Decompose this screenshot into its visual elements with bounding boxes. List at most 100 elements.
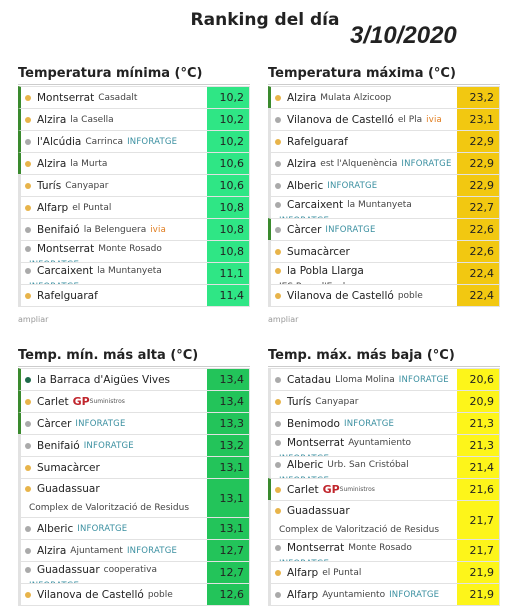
station-name: Montserrat bbox=[37, 243, 95, 255]
more-link[interactable]: ampliar bbox=[268, 315, 299, 324]
station-location: est l'Alquenència bbox=[320, 158, 398, 169]
station-name: Càrcer bbox=[287, 223, 322, 236]
station: Rafelguaraf bbox=[271, 131, 457, 152]
more-link[interactable]: ampliar bbox=[18, 315, 49, 324]
station: l'Alcúdia Carrinca INFORATGE bbox=[21, 131, 207, 152]
dot bbox=[25, 160, 31, 167]
station-location: IES Pere d'Esplugues bbox=[279, 279, 373, 284]
sponsor: INFORATGE bbox=[389, 589, 440, 600]
station: Montserrat Casadalt bbox=[21, 87, 207, 108]
station-name: Rafelguaraf bbox=[37, 289, 98, 302]
value: 13,1 bbox=[207, 479, 249, 517]
dot bbox=[275, 268, 281, 274]
dot bbox=[275, 226, 281, 233]
station-name: Turís bbox=[287, 395, 312, 408]
station-name: Càrcer bbox=[37, 417, 72, 430]
value: 10,6 bbox=[207, 175, 249, 196]
value: 10,8 bbox=[207, 219, 249, 240]
value: 22,6 bbox=[457, 241, 499, 262]
station-name: Carlet bbox=[287, 483, 319, 496]
station-name: Alfarp bbox=[37, 201, 69, 214]
ranking-row: Turís Canyapar 10,6 bbox=[18, 174, 250, 197]
value: 22,9 bbox=[457, 175, 499, 196]
ranking-row: Benifaió la Belenguera ivia 10,8 bbox=[18, 218, 250, 241]
station-location: la Muntanyeta bbox=[97, 266, 162, 276]
dot bbox=[25, 204, 31, 211]
station-location: Ayuntamiento bbox=[348, 438, 412, 448]
value: 21,7 bbox=[457, 501, 499, 539]
station-name: Carcaixent bbox=[37, 265, 94, 277]
dot bbox=[275, 545, 281, 551]
station-location: la Murta bbox=[70, 158, 108, 169]
dot bbox=[275, 116, 281, 123]
station-name: Alberic bbox=[287, 179, 324, 192]
sponsor-sub: Suministros bbox=[339, 485, 375, 493]
value: 20,9 bbox=[457, 391, 499, 412]
dot bbox=[25, 547, 31, 554]
dot bbox=[275, 248, 281, 255]
sponsor: GP bbox=[72, 394, 90, 408]
value: 10,8 bbox=[207, 197, 249, 218]
value: 13,1 bbox=[207, 518, 249, 539]
ranking-row: Alfarp el Puntal 10,8 bbox=[18, 196, 250, 219]
panel-title: Temp. mín. más alta (°C) bbox=[18, 346, 250, 367]
ranking-row: Rafelguaraf 22,9 bbox=[268, 130, 500, 153]
panel-title: Temperatura máxima (°C) bbox=[268, 64, 500, 85]
sponsor: INFORATGE bbox=[127, 136, 178, 147]
station-name: Alfarp bbox=[287, 588, 319, 601]
dot bbox=[275, 420, 281, 427]
dot bbox=[25, 182, 31, 189]
dot bbox=[25, 116, 31, 123]
station-name: Vilanova de Castelló bbox=[287, 289, 394, 302]
station: Turís Canyapar bbox=[271, 391, 457, 412]
dot bbox=[25, 525, 31, 532]
sponsor: INFORATGE bbox=[83, 440, 134, 451]
dot bbox=[25, 292, 31, 299]
station-name: Carcaixent bbox=[287, 199, 344, 211]
value: 21,3 bbox=[457, 435, 499, 456]
dot bbox=[25, 567, 31, 573]
value: 21,4 bbox=[457, 457, 499, 478]
station-location: Carrinca bbox=[85, 136, 124, 147]
sponsor: ivia bbox=[150, 224, 166, 235]
dot bbox=[25, 420, 31, 427]
ranking-row: Turís Canyapar 20,9 bbox=[268, 390, 500, 413]
sponsor: INFORATGE bbox=[29, 279, 79, 284]
dot bbox=[25, 398, 31, 405]
station-location: la Belenguera bbox=[83, 224, 147, 235]
ranking-row: la Pobla Llarga IES Pere d'Esplugues 22,4 bbox=[268, 262, 500, 285]
station-name: Alfarp bbox=[287, 566, 319, 579]
station-name: Vilanova de Castelló bbox=[287, 113, 394, 126]
station-location: poble bbox=[397, 290, 423, 301]
value: 21,6 bbox=[457, 479, 499, 500]
sponsor: INFORATGE bbox=[343, 418, 395, 429]
station: Turís Canyapar bbox=[21, 175, 207, 196]
value: 22,7 bbox=[457, 197, 499, 218]
value: 10,6 bbox=[207, 153, 249, 174]
station-name: l'Alcúdia bbox=[37, 135, 82, 148]
panel-title: Temperatura mínima (°C) bbox=[18, 64, 250, 85]
station-name: Guadassuar bbox=[37, 482, 100, 495]
ranking-row: Carlet GP Suministros 13,4 bbox=[18, 390, 250, 413]
station: Alfarp el Puntal bbox=[21, 197, 207, 218]
ranking-row: Alfarp el Puntal 21,9 bbox=[268, 561, 500, 584]
value: 11,1 bbox=[207, 263, 249, 284]
ranking-row: la Barraca d'Aigües Vives 13,4 bbox=[18, 368, 250, 391]
station-name: la Pobla Llarga bbox=[287, 265, 364, 277]
dot bbox=[275, 507, 281, 514]
dot bbox=[275, 182, 281, 189]
value: 13,4 bbox=[207, 369, 249, 390]
station-location: la Casella bbox=[70, 114, 114, 125]
station: Càrcer INFORATGE bbox=[21, 413, 207, 434]
dot bbox=[275, 569, 281, 576]
ranking-row: Càrcer INFORATGE 22,6 bbox=[268, 218, 500, 241]
ranking-row: Càrcer INFORATGE 13,3 bbox=[18, 412, 250, 435]
ranking-row: Alzira est l'Alquenència INFORATGE 22,9 bbox=[268, 152, 500, 175]
sponsor: INFORATGE bbox=[398, 374, 449, 385]
value: 22,4 bbox=[457, 285, 499, 306]
